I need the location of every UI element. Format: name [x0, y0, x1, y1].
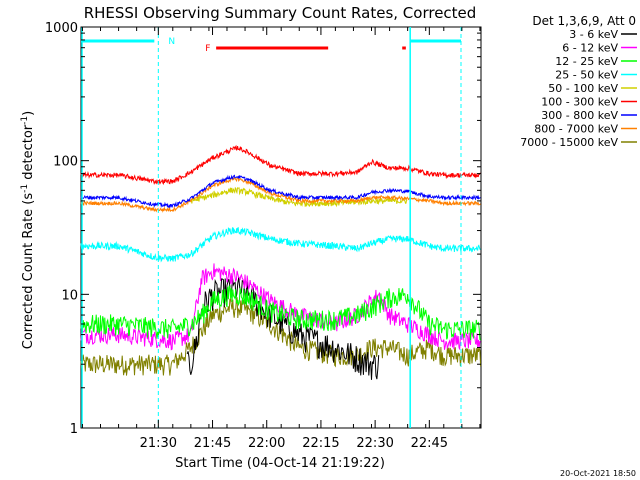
timestamp: 20-Oct-2021 18:50 — [560, 469, 636, 478]
legend-label: 300 - 800 keV — [541, 109, 618, 122]
legend-label: 50 - 100 keV — [548, 82, 618, 95]
series-300-800kev — [80, 174, 481, 209]
legend-label: 25 - 50 keV — [555, 69, 618, 82]
x-tick-label: 21:30 — [140, 436, 177, 451]
series-800-7000kev — [80, 176, 481, 213]
series-100-300kev — [80, 144, 481, 186]
y-tick-label: 100 — [53, 155, 78, 170]
legend-label: 12 - 25 keV — [555, 55, 618, 68]
night-flag-label: N — [168, 37, 175, 47]
flare-flag-label: F — [205, 44, 210, 54]
y-axis-label: Corrected Count Rate (s-1 detector-1) — [20, 111, 36, 349]
x-tick-label: 22:30 — [356, 436, 393, 451]
series-3-6kev — [186, 276, 380, 380]
y-axis-label-sup2: -1 — [20, 116, 30, 125]
x-tick-label: 22:45 — [411, 436, 448, 451]
legend-label: 6 - 12 keV — [562, 42, 618, 55]
x-tick-label: 21:45 — [194, 436, 231, 451]
x-tick-label: 22:00 — [248, 436, 285, 451]
y-axis-label-mid: detector — [21, 124, 36, 184]
legend-label: 800 - 7000 keV — [534, 123, 618, 136]
y-tick-label: 1000 — [45, 21, 78, 36]
legend-label: 100 - 300 keV — [541, 96, 618, 109]
y-axis-label-main: Corrected Count Rate (s — [21, 193, 36, 350]
y-axis-label-end: ) — [21, 111, 36, 116]
chart-title: RHESSI Observing Summary Count Rates, Co… — [84, 4, 477, 22]
y-tick-label: 10 — [61, 288, 78, 303]
y-tick-label: 1 — [70, 422, 78, 437]
legend-label: 3 - 6 keV — [569, 28, 618, 41]
y-axis-label-sup1: -1 — [20, 184, 30, 193]
x-tick-label: 22:15 — [302, 436, 339, 451]
series-layer — [80, 144, 482, 380]
legend-header: Det 1,3,6,9, Att 0 — [532, 14, 636, 28]
series-50-100kev — [190, 186, 408, 208]
x-axis-label: Start Time (04-Oct-14 21:19:22) — [175, 456, 385, 471]
ticks-layer: 21:30 21:45 22:00 22:15 22:30 22:45 1 10 100 1000 — [45, 21, 481, 451]
series-25-50kev — [80, 226, 481, 263]
flags-layer: NF — [81, 27, 462, 428]
series-12-25kev — [80, 285, 481, 341]
legend-label: 7000 - 15000 keV — [520, 136, 618, 149]
series-6-12kev — [80, 263, 481, 351]
